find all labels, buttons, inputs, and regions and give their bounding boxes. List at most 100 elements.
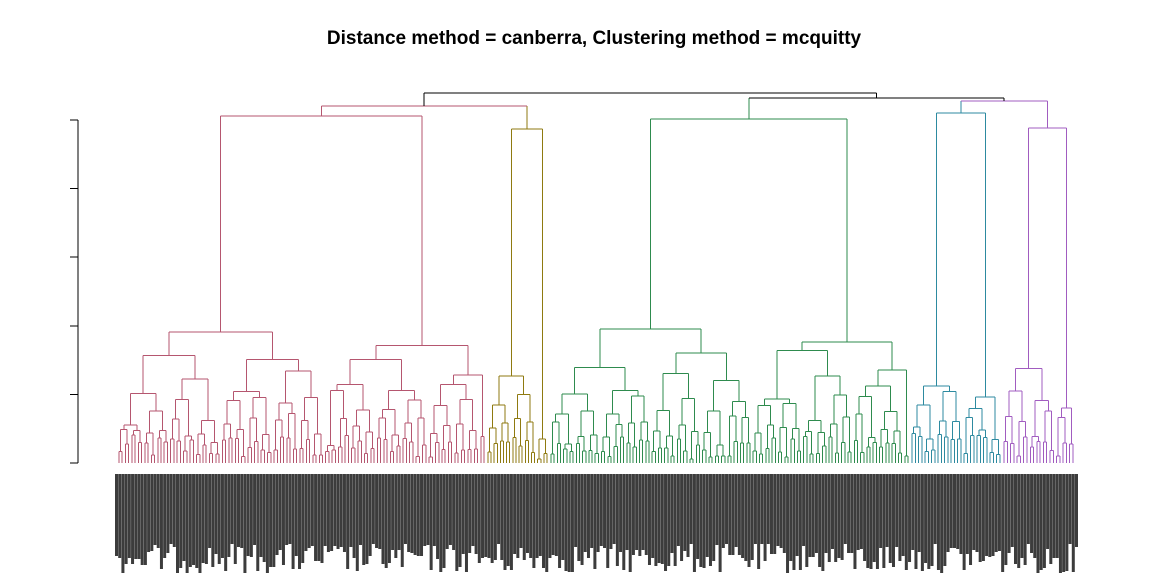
leaf-label: [182, 474, 186, 561]
leaf-label: [1036, 474, 1040, 573]
leaf-label: [471, 474, 475, 546]
leaf-label: [853, 474, 857, 569]
leaf-label: [416, 474, 420, 556]
leaf-label: [898, 474, 902, 561]
leaf-label: [814, 474, 818, 553]
leaf-label: [208, 474, 212, 548]
leaf-label: [391, 474, 395, 550]
leaf-label: [920, 474, 924, 571]
leaf-label: [214, 474, 218, 554]
leaf-label: [237, 474, 241, 547]
leaf-label: [121, 474, 125, 573]
leaf-label: [310, 474, 314, 546]
leaf-label: [859, 474, 863, 549]
leaf-label: [827, 474, 831, 562]
leaf-label: [715, 474, 719, 545]
leaf-label: [201, 474, 205, 563]
leaf-label: [423, 474, 427, 546]
leaf-label: [317, 474, 321, 561]
leaf-label: [513, 474, 517, 554]
leaf-label: [365, 474, 369, 564]
chart-title: Distance method = canberra, Clustering m…: [326, 28, 862, 49]
leaf-label: [699, 474, 703, 567]
leaf-label: [124, 474, 128, 564]
leaf-label: [278, 474, 282, 550]
leaf-label: [291, 474, 295, 569]
leaf-label: [766, 474, 770, 544]
leaf-label: [522, 474, 526, 560]
leaf-label: [978, 474, 982, 562]
leaf-label: [156, 474, 160, 548]
leaf-label: [757, 474, 761, 569]
leaf-label: [159, 474, 163, 569]
leaf-label: [281, 474, 285, 565]
leaf-label: [397, 474, 401, 550]
leaf-label: [875, 474, 879, 569]
leaf-label: [952, 474, 956, 548]
leaf-label: [901, 474, 905, 556]
leaf-label: [933, 474, 937, 544]
leaf-label: [147, 474, 151, 552]
leaf-label: [728, 474, 732, 555]
leaf-label: [789, 474, 793, 561]
leaf-label: [474, 474, 478, 554]
leaf-label: [497, 474, 501, 544]
leaf-label: [442, 474, 446, 568]
leaf-label: [362, 474, 366, 565]
leaf-label: [118, 474, 122, 558]
leaf-label: [166, 474, 170, 553]
leaf-label: [792, 474, 796, 570]
leaf-label: [660, 474, 664, 564]
leaf-label: [545, 474, 549, 572]
leaf-label: [420, 474, 424, 556]
leaf-label: [509, 474, 513, 570]
leaf-label: [577, 474, 581, 561]
leaf-label: [574, 474, 578, 547]
leaf-label: [233, 474, 237, 564]
leaf-label: [265, 474, 269, 573]
leaf-label: [891, 474, 895, 567]
leaf-label: [394, 474, 398, 558]
leaf-label: [368, 474, 372, 556]
leaf-label: [243, 474, 247, 573]
leaf-label: [1033, 474, 1037, 558]
leaf-label: [432, 474, 436, 546]
dendrogram-branches: [118, 112, 1074, 463]
leaf-label: [936, 474, 940, 570]
leaf-label: [426, 474, 430, 545]
leaf-label: [972, 474, 976, 550]
leaf-label: [686, 474, 690, 557]
leaf-label: [359, 474, 363, 545]
leaf-label: [253, 474, 257, 545]
leaf-label: [240, 474, 244, 548]
leaf-label: [834, 474, 838, 562]
leaf-label: [879, 474, 883, 548]
leaf-label: [192, 474, 196, 565]
leaf-label: [872, 474, 876, 562]
leaf-label: [641, 474, 645, 550]
leaf-label: [503, 474, 507, 570]
leaf-label: [429, 474, 433, 570]
leaf-label: [339, 474, 343, 547]
leaf-label: [927, 474, 931, 569]
leaf-label: [606, 474, 610, 568]
leaf-label: [548, 474, 552, 558]
leaf-label: [760, 474, 764, 544]
leaf-label: [1065, 474, 1069, 571]
leaf-label: [991, 474, 995, 556]
leaf-label: [904, 474, 908, 570]
leaf-label: [452, 474, 456, 550]
leaf-label: [882, 474, 886, 568]
leaf-label: [1020, 474, 1024, 558]
leaf-label: [436, 474, 440, 559]
leaf-label: [599, 474, 603, 546]
leaf-label: [484, 474, 488, 557]
leaf-label: [805, 474, 809, 567]
leaf-label: [413, 474, 417, 555]
leaf-label: [635, 474, 639, 550]
leaf-label: [798, 474, 802, 570]
leaf-label: [985, 474, 989, 556]
leaf-label: [965, 474, 969, 554]
leaf-label: [532, 474, 536, 568]
leaf-label: [924, 474, 928, 563]
